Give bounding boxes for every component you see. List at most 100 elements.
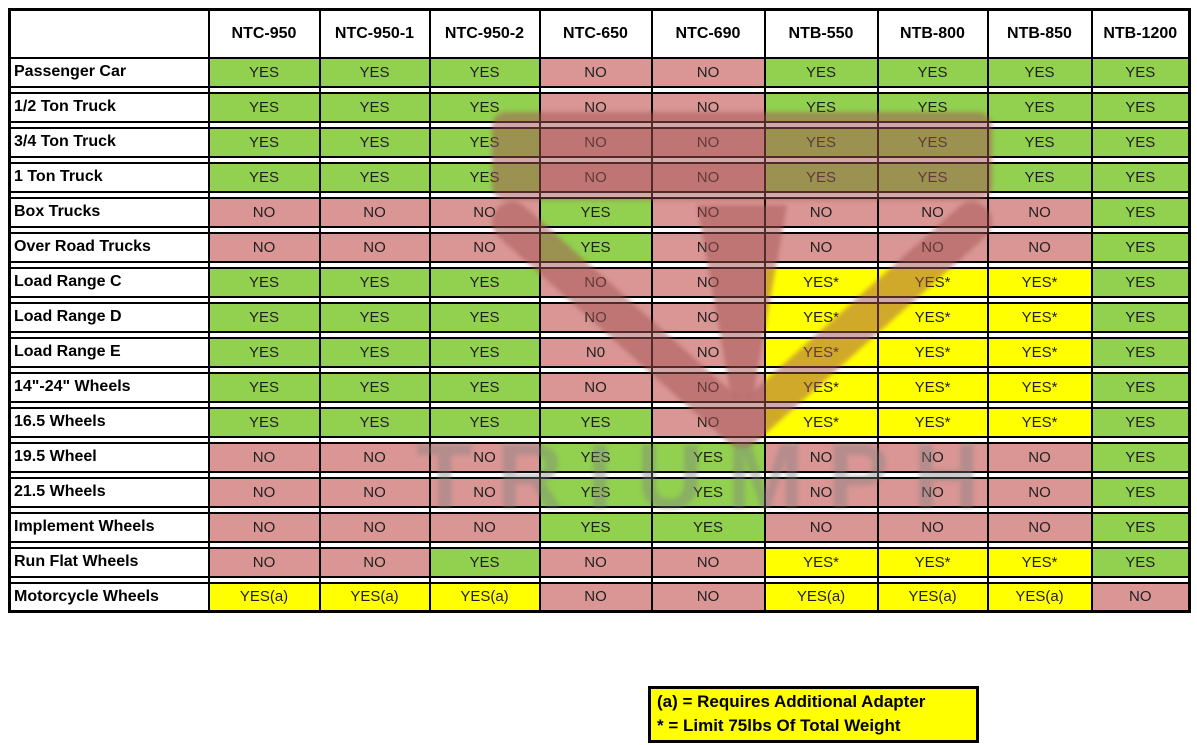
cell: NO: [986, 196, 1093, 228]
table-row: Run Flat Wheels NO NO YES NO NO YES* YES* YES* YE…: [8, 546, 1191, 578]
cell: NO: [207, 476, 321, 508]
cell: YES: [318, 336, 431, 368]
cell: YES: [318, 161, 431, 193]
cell: YES: [538, 231, 653, 263]
spacer-row: [8, 575, 1191, 584]
cell: NO: [763, 196, 879, 228]
cell: NO: [650, 231, 766, 263]
spacer-cell: [650, 85, 766, 94]
row-label: Implement Wheels: [8, 511, 210, 543]
spacer-cell: [986, 575, 1093, 584]
cell: YES*: [763, 371, 879, 403]
cell: YES*: [876, 546, 989, 578]
spacer-cell: [1090, 505, 1191, 514]
cell: YES: [538, 441, 653, 473]
spacer-cell: [8, 330, 210, 339]
spacer-cell: [207, 505, 321, 514]
cell: NO: [876, 441, 989, 473]
spacer-cell: [650, 470, 766, 479]
spacer-cell: [207, 435, 321, 444]
spacer-cell: [763, 505, 879, 514]
spacer-cell: [428, 540, 541, 549]
spacer-cell: [207, 330, 321, 339]
spacer-cell: [538, 470, 653, 479]
cell: YES: [318, 91, 431, 123]
spacer-cell: [1090, 225, 1191, 234]
row-label: 14"-24" Wheels: [8, 371, 210, 403]
row-label: Run Flat Wheels: [8, 546, 210, 578]
spacer-cell: [428, 575, 541, 584]
cell: YES: [428, 266, 541, 298]
row-label: Load Range C: [8, 266, 210, 298]
legend-box: (a) = Requires Additional Adapter * = Li…: [648, 686, 979, 743]
spacer-cell: [876, 575, 989, 584]
cell: NO: [986, 511, 1093, 543]
cell: NO: [538, 301, 653, 333]
row-label: Box Trucks: [8, 196, 210, 228]
cell: NO: [318, 231, 431, 263]
row-label: 1/2 Ton Truck: [8, 91, 210, 123]
spacer-cell: [8, 470, 210, 479]
cell: YES: [986, 161, 1093, 193]
cell: NO: [650, 126, 766, 158]
spacer-cell: [650, 540, 766, 549]
spacer-cell: [318, 260, 431, 269]
spacer-cell: [876, 540, 989, 549]
spacer-cell: [207, 260, 321, 269]
cell: NO: [428, 511, 541, 543]
row-label: Passenger Car: [8, 56, 210, 88]
cell: NO: [763, 441, 879, 473]
spacer-cell: [538, 575, 653, 584]
spacer-cell: [8, 435, 210, 444]
spacer-cell: [207, 470, 321, 479]
spacer-cell: [650, 575, 766, 584]
cell: NO: [650, 301, 766, 333]
spacer-cell: [428, 505, 541, 514]
legend-line-adapter: (a) = Requires Additional Adapter: [657, 692, 926, 711]
cell: YES: [207, 161, 321, 193]
cell: YES: [876, 161, 989, 193]
spacer-cell: [538, 85, 653, 94]
cell: NO: [428, 196, 541, 228]
spacer-cell: [318, 470, 431, 479]
spacer-cell: [318, 540, 431, 549]
cell: NO: [538, 546, 653, 578]
row-label: Over Road Trucks: [8, 231, 210, 263]
cell: YES: [538, 406, 653, 438]
table-row: Load Range C YES YES YES NO NO YES* YES* YES* YES: [8, 266, 1191, 298]
spacer-cell: [876, 470, 989, 479]
cell: NO: [1090, 581, 1191, 613]
row-label: 16.5 Wheels: [8, 406, 210, 438]
spacer-cell: [318, 330, 431, 339]
cell: YES*: [763, 546, 879, 578]
cell: YES: [538, 476, 653, 508]
cell: NO: [538, 161, 653, 193]
spacer-cell: [763, 85, 879, 94]
spacer-cell: [1090, 190, 1191, 199]
spacer-cell: [1090, 330, 1191, 339]
table-row: 1/2 Ton Truck YES YES YES NO NO YES YES YES YES: [8, 91, 1191, 123]
cell: YES: [207, 266, 321, 298]
cell: NO: [318, 546, 431, 578]
cell: YES: [1090, 476, 1191, 508]
spacer-cell: [1090, 435, 1191, 444]
spacer-cell: [8, 190, 210, 199]
column-header: NTC-950-1: [318, 8, 431, 59]
spacer-cell: [207, 155, 321, 164]
cell: YES: [1090, 231, 1191, 263]
spacer-cell: [318, 190, 431, 199]
cell: YES: [986, 126, 1093, 158]
cell: YES*: [986, 266, 1093, 298]
cell: NO: [650, 336, 766, 368]
spacer-cell: [1090, 155, 1191, 164]
spacer-cell: [207, 190, 321, 199]
cell: YES*: [876, 266, 989, 298]
spacer-cell: [318, 155, 431, 164]
cell: YES: [207, 371, 321, 403]
cell: YES*: [986, 336, 1093, 368]
cell: YES(a): [207, 581, 321, 613]
table-row: 3/4 Ton Truck YES YES YES NO NO YES YES YES YES: [8, 126, 1191, 158]
cell: YES*: [986, 406, 1093, 438]
cell: YES(a): [763, 581, 879, 613]
spacer-cell: [318, 225, 431, 234]
